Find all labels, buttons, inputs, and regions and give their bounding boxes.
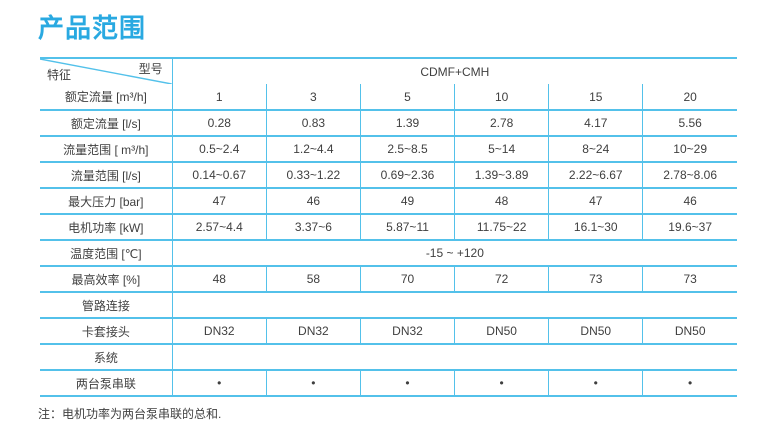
table-row: 系统 [40, 344, 737, 371]
value-cell: 46 [265, 188, 361, 215]
table-row: 温度范围 [℃] -15 ~ +120 [40, 240, 737, 267]
table-row: 流量范围 [l/s] 0.14~0.67 0.33~1.22 0.69~2.36 1.3… [40, 162, 737, 189]
value-cell: 16.1~30 [548, 214, 643, 241]
value-cell: 58 [265, 266, 361, 293]
row-label: 电机功率 [kW] [40, 214, 173, 241]
value-cell: 2.5~8.5 [359, 136, 455, 163]
value-cell: 0.28 [171, 110, 267, 137]
value-cell: 73 [642, 266, 737, 293]
model-header-cell: CDMF+CMH [171, 58, 737, 84]
value-cell: 10~29 [642, 136, 737, 163]
product-range-table: 型号 特征 CDMF+CMH 额定流量 [m³/h] 1 3 5 10 15 20 额定流量 … [40, 57, 737, 397]
value-cell: • [454, 370, 549, 396]
value-cell: 73 [548, 266, 643, 293]
merged-value-cell [171, 292, 737, 319]
value-cell: 10 [454, 84, 549, 111]
row-label: 卡套接头 [40, 318, 173, 345]
value-cell: 48 [171, 266, 267, 293]
value-cell: 5.87~11 [359, 214, 455, 241]
value-cell: • [359, 370, 455, 396]
value-cell: • [548, 370, 643, 396]
value-cell: 49 [359, 188, 455, 215]
table-row: 额定流量 [l/s] 0.28 0.83 1.39 2.78 4.17 5.56 [40, 110, 737, 137]
value-cell: • [265, 370, 361, 396]
value-cell: 0.14~0.67 [171, 162, 267, 189]
value-cell: 15 [548, 84, 643, 111]
value-cell: DN50 [454, 318, 549, 345]
value-cell: 2.78~8.06 [642, 162, 737, 189]
value-cell: 46 [642, 188, 737, 215]
row-label: 最高效率 [%] [40, 266, 173, 293]
value-cell: 72 [454, 266, 549, 293]
page-title: 产品范围 [38, 13, 147, 43]
corner-label-feature: 特征 [47, 68, 72, 82]
corner-cell: 型号 特征 [40, 58, 172, 84]
value-cell: 0.83 [265, 110, 361, 137]
merged-value-cell: -15 ~ +120 [171, 240, 737, 267]
value-cell: 0.5~2.4 [171, 136, 267, 163]
row-label: 流量范围 [ m³/h] [40, 136, 173, 163]
row-label: 额定流量 [l/s] [40, 110, 173, 137]
value-cell: DN32 [265, 318, 361, 345]
value-cell: 3.37~6 [265, 214, 361, 241]
value-cell: 3 [265, 84, 361, 111]
row-label: 最大压力 [bar] [40, 188, 173, 215]
value-cell: 70 [359, 266, 455, 293]
table-row: 最大压力 [bar] 47 46 49 48 47 46 [40, 188, 737, 215]
value-cell: DN32 [359, 318, 455, 345]
value-cell: DN50 [548, 318, 643, 345]
row-label: 两台泵串联 [75, 376, 136, 391]
table-body: 额定流量 [m³/h] 1 3 5 10 15 20 额定流量 [l/s] 0.28 0.83 1.… [40, 84, 737, 396]
table-row: 额定流量 [m³/h] 1 3 5 10 15 20 [40, 84, 737, 111]
table-row: 电机功率 [kW] 2.57~4.4 3.37~6 5.87~11 11.75~22 16… [40, 214, 737, 241]
corner-label-model: 型号 [138, 62, 163, 76]
table-row: 管路连接 [40, 292, 737, 319]
value-cell: 19.6~37 [642, 214, 737, 241]
value-cell: 47 [171, 188, 267, 215]
value-cell: 0.69~2.36 [359, 162, 455, 189]
value-cell: 2.57~4.4 [171, 214, 267, 241]
row-label: 流量范围 [l/s] [40, 162, 173, 189]
value-cell: DN50 [642, 318, 737, 345]
value-cell: 5.56 [642, 110, 737, 137]
row-label: 系统 [40, 344, 173, 371]
value-cell: 1.39~3.89 [454, 162, 549, 189]
value-cell: 5~14 [454, 136, 549, 163]
value-cell: 1 [171, 84, 267, 111]
value-cell: 48 [454, 188, 549, 215]
value-cell: 0.33~1.22 [265, 162, 361, 189]
value-cell: 4.17 [548, 110, 643, 137]
table-row: 卡套接头 DN32 DN32 DN32 DN50 DN50 DN50 [40, 318, 737, 345]
table-row: 最高效率 [%] 48 58 70 72 73 73 [40, 266, 737, 293]
value-cell: 8~24 [548, 136, 643, 163]
header-row: 型号 特征 CDMF+CMH [40, 58, 737, 84]
diagonal-divider-line [40, 59, 172, 84]
value-cell: • [171, 370, 267, 396]
value-cell: 5 [359, 84, 455, 111]
row-label: 温度范围 [℃] [40, 240, 173, 267]
row-label: 额定流量 [m³/h] [40, 84, 173, 111]
merged-value-cell [171, 344, 737, 371]
value-cell: 1.39 [359, 110, 455, 137]
footnote: 注：电机功率为两台泵串联的总和. [38, 407, 222, 421]
value-cell: 11.75~22 [454, 214, 549, 241]
spec-table: 型号 特征 CDMF+CMH 额定流量 [m³/h] 1 3 5 10 15 20 额定流量 … [40, 57, 737, 397]
value-cell: • [642, 370, 737, 396]
row-label: 管路连接 [40, 292, 173, 319]
value-cell: 2.78 [454, 110, 549, 137]
table-row: 流量范围 [ m³/h] 0.5~2.4 1.2~4.4 2.5~8.5 5~14 8~2… [40, 136, 737, 163]
value-cell: 1.2~4.4 [265, 136, 361, 163]
value-cell: 2.22~6.67 [548, 162, 643, 189]
table-row: 两台泵串联 • • • • • • [40, 370, 737, 396]
value-cell: DN32 [171, 318, 267, 345]
value-cell: 47 [548, 188, 643, 215]
value-cell: 20 [642, 84, 737, 111]
